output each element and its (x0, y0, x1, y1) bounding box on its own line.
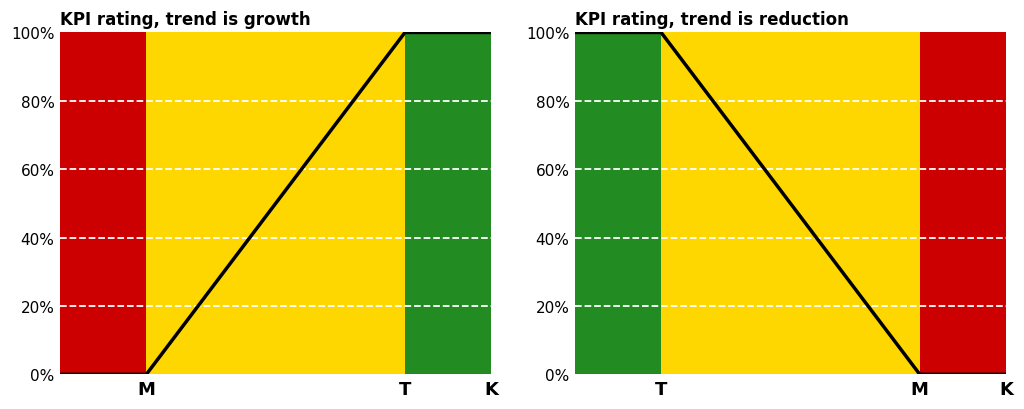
Bar (60, 34, 146, 374)
Bar (574, 34, 662, 374)
Text: KPI rating, trend is growth: KPI rating, trend is growth (60, 11, 311, 29)
Bar (146, 34, 404, 374)
Text: KPI rating, trend is reduction: KPI rating, trend is reduction (574, 11, 849, 29)
Bar (662, 34, 920, 374)
Bar (404, 34, 492, 374)
Bar (920, 34, 1006, 374)
